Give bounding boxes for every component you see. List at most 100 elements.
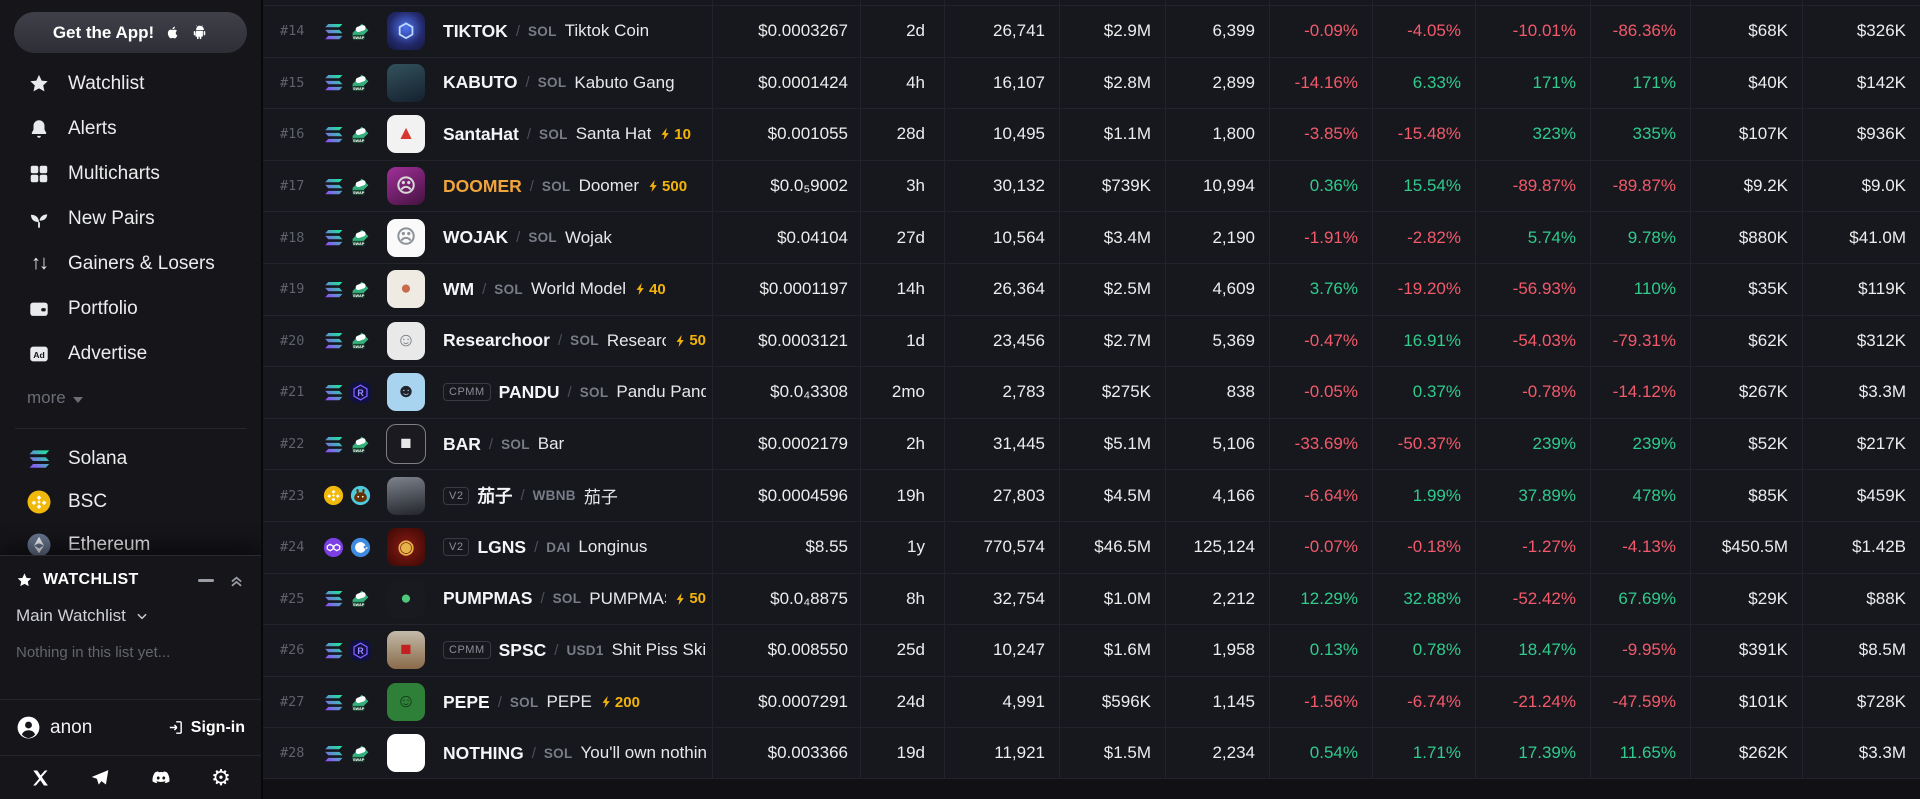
table-row[interactable]: #17 SWAP ☹ DOOMER / SOL Doomer 500 $0.0₅… <box>263 159 1920 212</box>
token-name: You'll own nothing & be <box>580 743 706 763</box>
token-symbol: BAR <box>443 433 481 454</box>
more-button[interactable]: more <box>0 376 261 420</box>
table-row[interactable]: #15 SWAP KABUTO / SOL Kabuto Gang $0.000… <box>263 56 1920 109</box>
sidebar-item-alerts[interactable]: Alerts <box>0 106 261 151</box>
change-6h-cell: -10.01% <box>1475 6 1590 57</box>
svg-text:R: R <box>357 646 364 656</box>
sidebar-chain-ethereum[interactable]: Ethereum <box>0 523 261 566</box>
makers-cell: 2,899 <box>1165 57 1269 109</box>
account-name: anon <box>50 716 93 738</box>
change-1h-cell: 1.99% <box>1372 470 1475 521</box>
sidebar-item-multicharts[interactable]: Multicharts <box>0 151 261 196</box>
price-cell: $0.001055 <box>712 109 860 160</box>
volume-cell: $275K <box>1059 367 1165 418</box>
ethereum-icon <box>27 533 51 557</box>
watchlist-panel-title: WATCHLIST <box>43 571 139 588</box>
collapse-chevrons-icon[interactable] <box>228 572 245 589</box>
table-row[interactable]: #26 R ■ CPMM SPSC / USD1 Shit Piss Skin … <box>263 624 1920 676</box>
sidebar-item-portfolio[interactable]: Portfolio <box>0 286 261 331</box>
watchlist-panel-header: WATCHLIST <box>0 556 261 593</box>
chain-icons: SWAP <box>323 279 371 300</box>
token-name: Bar <box>537 434 565 454</box>
boost-bolt-icon <box>602 696 610 708</box>
table-row[interactable]: #14 SWAP ⬡ TIKTOK / SOL Tiktok Coin $0.0… <box>263 5 1920 57</box>
txns-cell: 32,754 <box>944 573 1059 625</box>
table-row[interactable]: #28 SWAP NOTHING / SOL You'll own nothin… <box>263 727 1920 779</box>
change-5m-cell: -0.07% <box>1269 521 1372 573</box>
pumpswap-icon: SWAP <box>350 588 371 609</box>
mcap-cell: $3.3M <box>1802 367 1920 418</box>
sidebar-item-watchlist[interactable]: Watchlist <box>0 61 261 106</box>
pair-text: WOJAK / SOL Wojak <box>443 227 706 248</box>
chevron-down-icon <box>137 613 147 620</box>
token-avatar: ☹ <box>387 218 425 257</box>
account-row: anon Sign-in <box>0 699 261 755</box>
table-row[interactable]: #24 ◉ V2 LGNS / DAI Longinus $8.55 1y 77… <box>263 520 1920 573</box>
change-1h-cell: -0.18% <box>1372 521 1475 573</box>
volume-cell: $1.5M <box>1059 728 1165 778</box>
svg-text:R: R <box>357 388 364 398</box>
price-cell: $0.0003121 <box>712 315 860 367</box>
token-symbol: WM <box>443 278 475 299</box>
token-symbol: KABUTO <box>443 72 518 93</box>
sign-in-icon <box>169 721 182 734</box>
table-row[interactable]: #21 R ☻ CPMM PANDU / SOL Pandu Pandas $0… <box>263 366 1920 418</box>
table-row[interactable]: #25 SWAP ● PUMPMAS / SOL PUMPMAS 50 $0.0… <box>263 572 1920 625</box>
makers-cell: 1,800 <box>1165 109 1269 160</box>
sidebar-item-gainers-losers[interactable]: ↑↓ Gainers & Losers <box>0 241 261 286</box>
age-cell: 4h <box>860 57 944 109</box>
volume-cell: $2.9M <box>1059 6 1165 57</box>
change-5m-cell: -0.09% <box>1269 6 1372 57</box>
table-row[interactable]: #16 SWAP ▲ SantaHat / SOL Santa Hat 10 $… <box>263 108 1920 160</box>
sidebar-item-new-pairs[interactable]: New Pairs <box>0 196 261 241</box>
rank-label: #16 <box>280 126 305 143</box>
x-twitter-icon[interactable] <box>30 768 50 788</box>
age-cell: 28d <box>860 109 944 160</box>
table-row[interactable]: #18 SWAP ☹ WOJAK / SOL Wojak $0.04104 27… <box>263 211 1920 263</box>
chain-icons <box>323 485 371 506</box>
mcap-cell: $142K <box>1802 57 1920 109</box>
chain-label: Solana <box>68 447 128 469</box>
chain-icons: SWAP <box>323 692 371 713</box>
boost-bolt-icon <box>661 128 670 141</box>
boost-badge: 10 <box>659 126 691 143</box>
boost-badge: 50 <box>674 590 706 607</box>
token-name: Tiktok Coin <box>564 21 650 41</box>
token-avatar <box>387 63 425 102</box>
watchlist-panel: WATCHLIST Main Watchlist Nothing in this… <box>0 555 261 799</box>
chain-icons: SWAP <box>323 176 371 197</box>
mcap-cell: $8.5M <box>1802 625 1920 676</box>
table-row[interactable]: #20 SWAP ☺ Researchoor / SOL Researchoor… <box>263 314 1920 367</box>
sidebar-chain-solana[interactable]: Solana <box>0 437 261 480</box>
watchlist-selector[interactable]: Main Watchlist <box>0 593 261 630</box>
volume-cell: $1.1M <box>1059 109 1165 160</box>
table-row[interactable]: #22 SWAP ■ BAR / SOL Bar $0.0002179 2h 3… <box>263 417 1920 470</box>
chain-icons: SWAP <box>323 588 371 609</box>
table-row[interactable]: #27 SWAP ☺ PEPE / SOL PEPE 200 $0.000729… <box>263 675 1920 728</box>
quote-token: SOL <box>570 333 599 349</box>
token-cell: #15 SWAP KABUTO / SOL Kabuto Gang <box>263 58 712 109</box>
table-row[interactable]: #23 V2 茄子 / WBNB 茄子 $0.0004596 19h 27,80… <box>263 469 1920 521</box>
change-1h-cell: -50.37% <box>1372 418 1475 470</box>
change-24h-cell: 110% <box>1590 263 1690 315</box>
price-cell: $0.0007291 <box>712 676 860 728</box>
sidebar-item-label: Alerts <box>68 117 117 139</box>
pair-slash: / <box>534 538 539 556</box>
sidebar-item-advertise[interactable]: Ad Advertise <box>0 331 261 376</box>
change-5m-cell: 3.76% <box>1269 263 1372 315</box>
settings-gear-icon[interactable]: ⚙ <box>211 764 231 790</box>
table-row[interactable]: #19 SWAP ● WM / SOL World Model 40 $0.00… <box>263 262 1920 315</box>
sign-in-button[interactable]: Sign-in <box>167 719 245 737</box>
rank-label: #20 <box>280 332 305 349</box>
apple-icon <box>168 26 178 39</box>
minimize-icon[interactable] <box>198 578 214 582</box>
pancakeswap-icon <box>350 485 371 506</box>
quote-token: SOL <box>528 230 557 246</box>
discord-icon[interactable] <box>151 768 171 788</box>
sidebar-chain-bsc[interactable]: BSC <box>0 480 261 523</box>
token-cell: #27 SWAP ☺ PEPE / SOL PEPE 200 <box>263 677 712 728</box>
get-app-button[interactable]: Get the App! <box>14 12 247 53</box>
rank-label: #15 <box>280 74 305 91</box>
telegram-icon[interactable] <box>90 768 110 788</box>
liquidity-cell: $52K <box>1690 418 1802 470</box>
